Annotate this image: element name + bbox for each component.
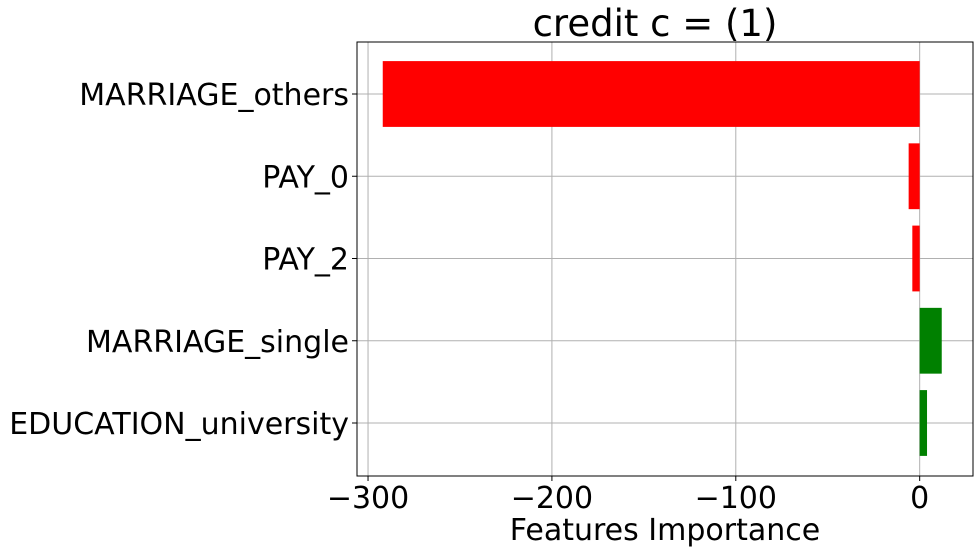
y-tick-label: MARRIAGE_others	[79, 78, 349, 113]
x-tick-label: −100	[695, 481, 777, 516]
y-tick-label: PAY_2	[262, 243, 349, 278]
x-axis-label: Features Importance	[510, 513, 820, 548]
bar-pay-0	[908, 143, 920, 210]
bar-education-university	[919, 390, 928, 456]
y-tick-label: PAY_0	[262, 160, 349, 195]
bars	[382, 61, 942, 456]
y-axis-ticks: MARRIAGE_others PAY_0 PAY_2 MARRIAGE_single…	[9, 78, 357, 442]
x-tick-label: 0	[910, 481, 929, 516]
bar-marriage-others	[382, 61, 920, 127]
bar-pay-2	[912, 225, 920, 292]
bar-marriage-single	[919, 307, 942, 374]
x-tick-label: −200	[511, 481, 593, 516]
chart-title: credit c = (1)	[533, 2, 778, 45]
x-tick-label: −300	[327, 481, 409, 516]
x-axis-ticks: −300 −200 −100 0	[327, 476, 929, 516]
y-tick-label: MARRIAGE_single	[86, 325, 349, 360]
y-tick-label: EDUCATION_university	[9, 407, 349, 442]
